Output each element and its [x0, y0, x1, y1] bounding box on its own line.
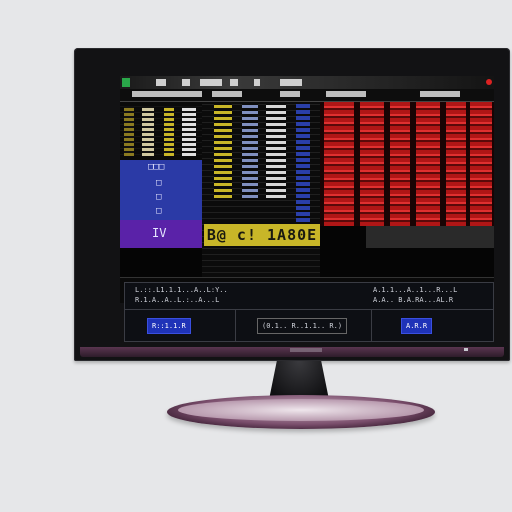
- ticker-column: [164, 106, 174, 156]
- blue-info-block: □□□ □ □ □: [120, 160, 202, 220]
- monitor-screen: □□□ □ □ □ IV B@ c! 1A80E: [120, 76, 494, 303]
- title-glyph: [230, 79, 238, 86]
- ticker-column: [360, 102, 384, 226]
- highlight-banner: B@ c! 1A80E: [204, 224, 320, 246]
- ticker-columns: [120, 102, 202, 160]
- ticker-column: [470, 102, 492, 226]
- monitor-stand-base-top: [178, 399, 424, 421]
- monitor-frame: □□□ □ □ □ IV B@ c! 1A80E: [74, 48, 510, 361]
- window-titlebar: [120, 76, 494, 89]
- title-glyph: [156, 79, 166, 86]
- right-panel: [320, 102, 494, 226]
- ticker-column: [214, 102, 232, 198]
- ticker-column: [182, 106, 196, 156]
- blue-block-line: □: [156, 206, 162, 216]
- menu-text[interactable]: [420, 91, 460, 97]
- osd-left-button[interactable]: R::1.1.R: [147, 318, 191, 334]
- purple-block-label: IV: [152, 226, 167, 240]
- brand-logo: [290, 348, 322, 352]
- menu-text[interactable]: [326, 91, 366, 97]
- title-glyph: [182, 79, 190, 86]
- osd-right-button[interactable]: A.R.R: [401, 318, 433, 334]
- osd-text: L.::.L1.1.1...A..L:Y..: [135, 286, 228, 294]
- title-glyph: [254, 79, 260, 86]
- menu-text[interactable]: [212, 91, 242, 97]
- osd-text: A.1.1...A..1...R...L: [373, 286, 458, 294]
- ticker-column: [390, 102, 410, 226]
- menu-text[interactable]: [280, 91, 300, 97]
- ticker-column: [124, 106, 134, 156]
- ticker-column: [416, 102, 440, 226]
- ticker-column: [142, 106, 154, 156]
- osd-info-row: L.::.L1.1.1...A..L:Y.. R.1.A..A..L.:..A.…: [125, 283, 493, 310]
- ticker-column: [242, 102, 258, 198]
- monitor-bottom-bezel: [80, 347, 504, 357]
- title-glyph: [200, 79, 222, 86]
- blue-block-line: □□□: [148, 162, 165, 172]
- app-icon: [122, 78, 130, 87]
- ticker-column: [296, 102, 310, 222]
- ticker-column: [266, 102, 286, 198]
- osd-divider: [235, 309, 236, 341]
- lower-chart-area: [366, 226, 494, 248]
- ticker-column: [446, 102, 466, 226]
- blue-block-line: □: [156, 192, 162, 202]
- power-led-icon[interactable]: [464, 348, 468, 351]
- left-panel: □□□ □ □ □ IV: [120, 102, 202, 302]
- osd-text: A.A.. B.A.RA...AL.R: [373, 296, 454, 304]
- osd-divider: [371, 309, 372, 341]
- title-glyph: [280, 79, 302, 86]
- middle-panel: [202, 102, 320, 278]
- purple-info-block: IV: [120, 220, 202, 248]
- osd-text: R.1.A..A..L.:..A...L: [135, 296, 220, 304]
- menu-text[interactable]: [132, 91, 202, 97]
- close-icon[interactable]: [486, 79, 492, 85]
- ticker-column: [324, 102, 354, 226]
- monitor-osd-panel: L.::.L1.1.1...A..L:Y.. R.1.A..A..L.:..A.…: [124, 282, 494, 342]
- osd-mid-button[interactable]: (0.1.. R..1.1.. R.): [257, 318, 348, 334]
- toolbar: [120, 89, 494, 102]
- blue-block-line: □: [156, 178, 162, 188]
